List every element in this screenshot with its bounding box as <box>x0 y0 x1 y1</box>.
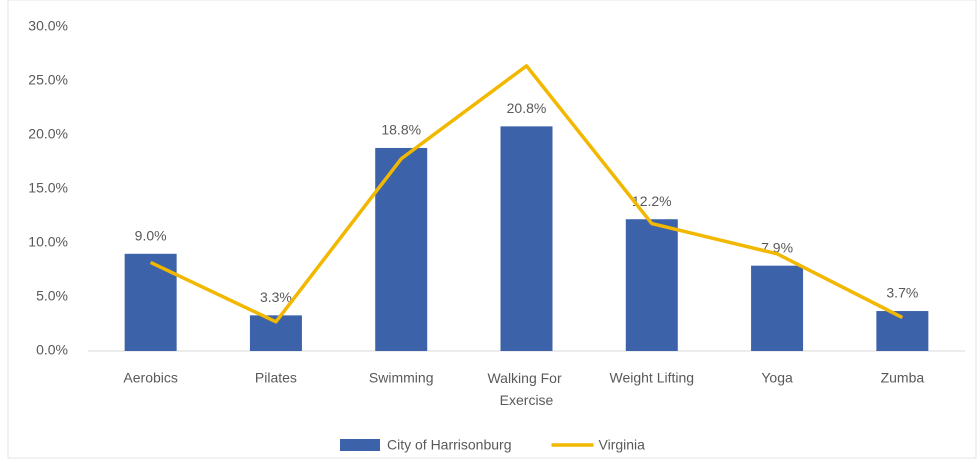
bar <box>124 253 177 351</box>
data-label: 18.8% <box>381 122 421 138</box>
y-tick-label: 0.0% <box>36 342 68 358</box>
legend-swatch <box>340 439 380 451</box>
chart-border <box>7 0 977 459</box>
y-tick-label: 5.0% <box>36 288 68 304</box>
data-label: 3.7% <box>886 285 918 301</box>
data-label: 20.8% <box>507 100 547 116</box>
x-tick-label: Aerobics <box>123 370 177 386</box>
x-tick-label: Pilates <box>255 370 297 386</box>
x-tick-label: Zumba <box>881 370 925 386</box>
y-tick-label: 10.0% <box>28 234 68 250</box>
legend-label: City of Harrisonburg <box>387 437 512 453</box>
data-label: 9.0% <box>135 228 167 244</box>
line <box>149 64 904 324</box>
data-label: 12.2% <box>632 193 672 209</box>
bar <box>876 311 929 351</box>
x-tick-label: Walking For Exercise <box>487 370 565 408</box>
bar <box>625 219 678 351</box>
bar <box>751 265 804 351</box>
data-label: 3.3% <box>260 289 292 305</box>
x-tick-label: Weight Lifting <box>609 370 694 386</box>
y-tick-label: 25.0% <box>28 72 68 88</box>
y-tick-label: 15.0% <box>28 180 68 196</box>
bar <box>500 126 553 351</box>
bar <box>375 147 428 351</box>
legend-label: Virginia <box>599 437 646 453</box>
x-tick-label: Yoga <box>761 370 793 386</box>
y-tick-label: 30.0% <box>28 18 68 34</box>
y-tick-label: 20.0% <box>28 126 68 142</box>
x-tick-label: Swimming <box>369 370 434 386</box>
